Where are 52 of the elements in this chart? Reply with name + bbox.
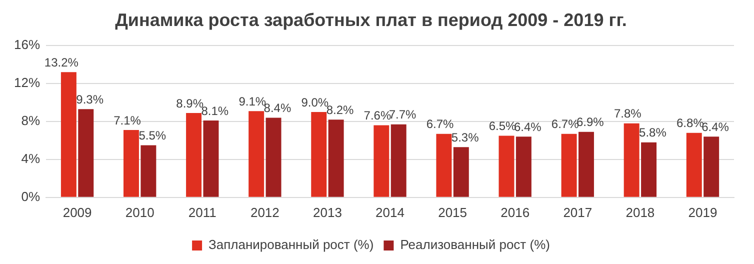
y-tick-label: 4% [21,151,40,166]
y-tick-label: 8% [21,113,40,128]
y-tick-label: 0% [21,188,40,204]
bar [186,112,202,197]
x-tick-label: 2012 [250,204,280,220]
bar [248,111,264,197]
bar [311,112,327,197]
bar [123,130,139,197]
legend-label: Реализованный рост (%) [400,237,550,252]
x-tick-label: 2013 [313,204,342,220]
x-tick-label: 2019 [688,204,718,220]
data-label: 5.3% [451,130,480,144]
bar [140,145,156,197]
bar [686,132,702,197]
bar [203,120,219,197]
bar [498,136,514,197]
data-label: 7.1% [114,113,142,128]
bar [266,118,282,197]
data-label: 5.8% [639,126,667,140]
bar [436,134,452,197]
data-label: 6.7% [426,117,454,132]
x-tick-label: 2018 [626,204,655,220]
bar [328,120,344,197]
data-label: 7.7% [388,108,417,122]
x-tick-label: 2010 [125,204,154,220]
data-label: 6.4% [702,120,730,134]
bar [390,124,406,197]
x-tick-label: 2017 [563,204,592,220]
bar [78,109,94,197]
data-label: 9.3% [76,92,104,106]
x-tick-label: 2016 [500,204,530,220]
x-tick-label: 2011 [188,204,216,220]
bar [561,134,577,197]
bar [374,125,390,197]
chart-title: Динамика роста заработных плат в период 2009 - 2019 гг. [115,10,627,30]
x-tick-label: 2009 [62,204,92,220]
y-tick-label: 12% [14,75,40,90]
bar [624,123,640,197]
legend-label: Запланированный рост (%) [208,237,374,252]
data-label: 13.2% [44,55,79,70]
bar [704,136,720,197]
data-label: 6.9% [576,115,604,130]
data-label: 7.8% [614,106,642,121]
bar [641,142,657,197]
bar [60,72,76,197]
bar [516,136,532,197]
bar [453,147,469,197]
data-label: 5.5% [138,128,166,143]
x-tick-label: 2015 [438,204,468,220]
y-tick-label: 16% [14,37,40,52]
bar [578,132,594,197]
x-tick-label: 2014 [376,204,404,220]
